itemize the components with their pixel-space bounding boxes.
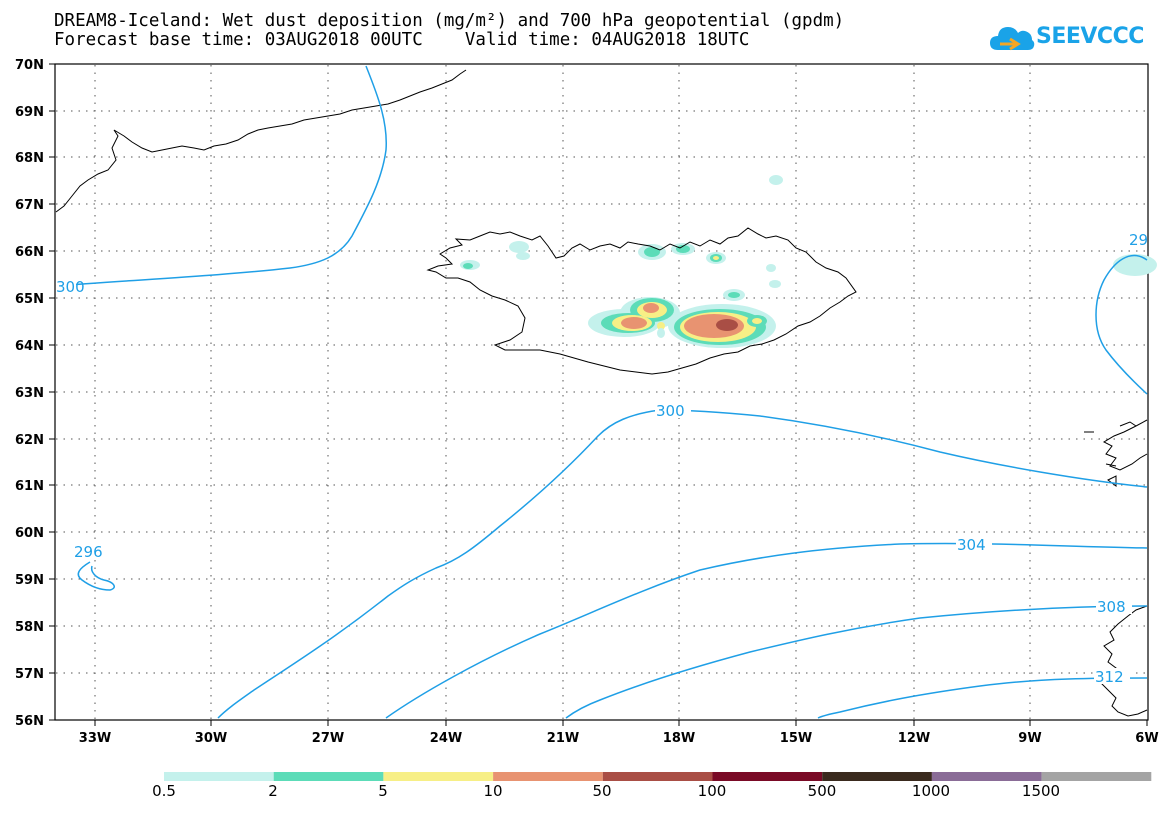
colorbar-segment xyxy=(931,772,1042,781)
chart-title-line-2: Forecast base time: 03AUG2018 00UTC Vali… xyxy=(54,30,750,50)
lat-label: 65N xyxy=(15,292,44,307)
contour-300-north xyxy=(55,65,387,287)
contour-labels: 300 300 304 308 312 296 29 xyxy=(56,231,1148,686)
lat-label: 66N xyxy=(15,245,44,260)
colorbar-segment xyxy=(602,772,713,781)
lat-label: 68N xyxy=(15,151,44,166)
geopotential-contours xyxy=(55,65,1148,719)
lat-label: 67N xyxy=(15,198,44,213)
lat-label: 62N xyxy=(15,433,44,448)
colorbar-segment xyxy=(164,772,274,781)
seevccc-logo: SEEVCCC xyxy=(988,20,1144,56)
colorbar-label: 1000 xyxy=(911,782,951,800)
colorbar-label: 1500 xyxy=(1021,782,1061,800)
latitude-labels: 70N 69N 68N 67N 66N 65N 64N 63N 62N 61N … xyxy=(15,58,44,729)
colorbar-segment xyxy=(493,772,603,781)
lat-label: 61N xyxy=(15,479,44,494)
colorbar-label: 10 xyxy=(483,782,503,800)
colorbar-segment xyxy=(822,772,932,781)
lon-label: 9W xyxy=(1018,731,1041,746)
lon-label: 33W xyxy=(79,731,111,746)
island-coastline xyxy=(1084,421,1137,487)
greenland-coastline xyxy=(55,69,467,213)
lat-label: 58N xyxy=(15,620,44,635)
coastlines xyxy=(55,69,1148,717)
colorbar-label: 100 xyxy=(697,782,727,800)
colorbar-segment xyxy=(712,772,823,781)
logo-text: SEEVCCC xyxy=(1036,24,1144,49)
contour-296 xyxy=(77,561,115,591)
cloud-icon xyxy=(990,27,1035,51)
colorbar-segment xyxy=(273,772,384,781)
longitude-labels: 33W 30W 27W 24W 21W 18W 15W 12W 9W 6W xyxy=(79,731,1159,746)
contour-label-304: 304 xyxy=(957,536,986,554)
contour-label-300-west: 300 xyxy=(56,278,85,296)
lon-label: 18W xyxy=(663,731,695,746)
colorbar-label: 2 xyxy=(268,782,278,800)
contour-label-29x: 29 xyxy=(1129,231,1148,249)
contour-300-south xyxy=(217,409,1148,719)
lat-label: 59N xyxy=(15,573,44,588)
contour-label-300: 300 xyxy=(656,402,685,420)
lat-label: 56N xyxy=(15,714,44,729)
colorbar-segment xyxy=(1041,772,1152,781)
lat-label: 70N xyxy=(15,58,44,73)
chart-title-line-1: DREAM8-Iceland: Wet dust deposition (mg/… xyxy=(54,11,845,31)
contour-label-308: 308 xyxy=(1097,598,1126,616)
lat-label: 64N xyxy=(15,339,44,354)
lat-label: 69N xyxy=(15,105,44,120)
contour-label-312: 312 xyxy=(1095,668,1124,686)
lon-label: 21W xyxy=(547,731,579,746)
contour-312 xyxy=(817,677,1148,719)
graticule xyxy=(56,65,1147,719)
colorbar-label: 0.5 xyxy=(152,782,176,800)
british-isles-coastline xyxy=(1099,605,1148,717)
map-frame xyxy=(54,63,1149,721)
lat-label: 60N xyxy=(15,526,44,541)
lon-label: 30W xyxy=(195,731,227,746)
lon-label: 15W xyxy=(780,731,812,746)
contour-308 xyxy=(565,605,1148,719)
lon-label: 12W xyxy=(898,731,930,746)
colorbar-segment xyxy=(383,772,494,781)
lat-label: 63N xyxy=(15,386,44,401)
contour-29x-east xyxy=(1095,254,1148,395)
lat-label: 57N xyxy=(15,667,44,682)
colorbar-label: 5 xyxy=(378,782,388,800)
contour-label-296: 296 xyxy=(74,543,103,561)
lon-label: 24W xyxy=(430,731,462,746)
colorbar xyxy=(164,772,1152,781)
contour-304 xyxy=(385,542,1148,719)
lon-label: 6W xyxy=(1135,731,1158,746)
tick-marks xyxy=(49,63,1148,726)
scotland-coastline xyxy=(1102,419,1148,471)
lon-label: 27W xyxy=(312,731,344,746)
colorbar-label: 500 xyxy=(807,782,837,800)
iceland-coastline xyxy=(426,227,857,375)
colorbar-label: 50 xyxy=(592,782,612,800)
